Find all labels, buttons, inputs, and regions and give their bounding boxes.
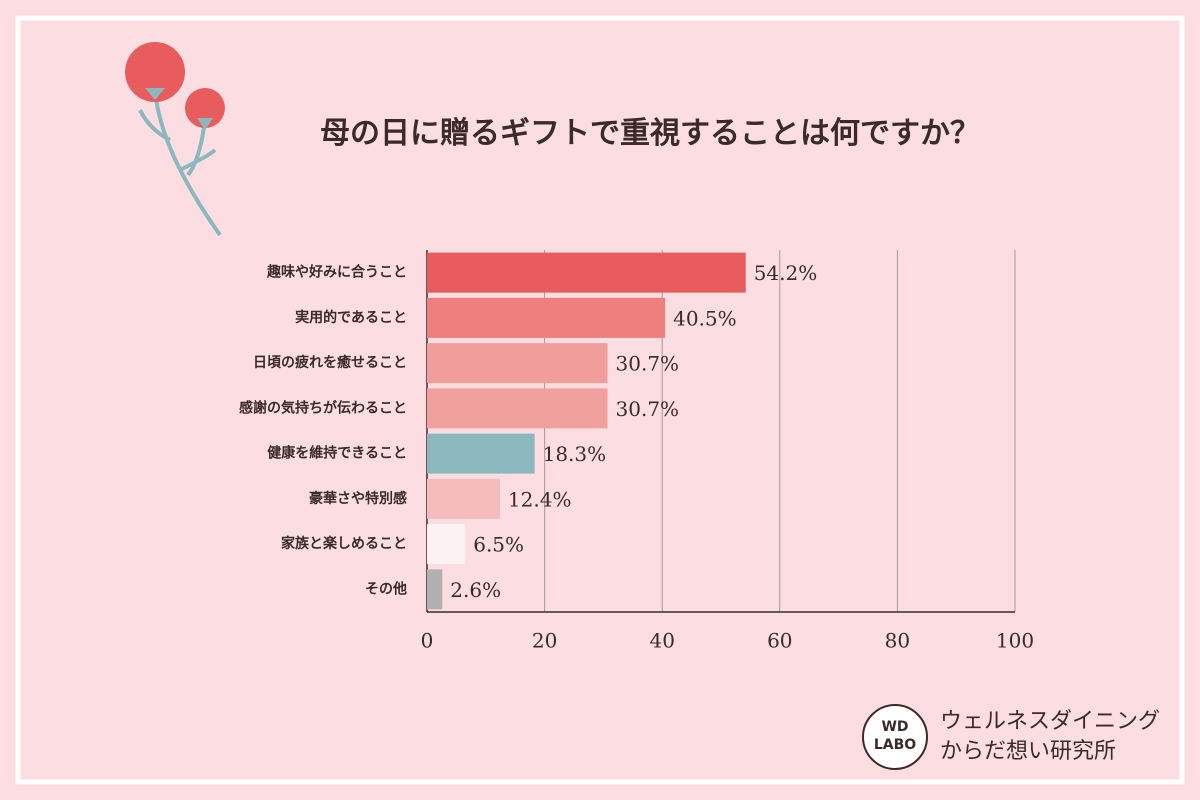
value-label: 40.5% — [673, 306, 737, 330]
logo-circle — [862, 704, 928, 770]
value-label: 54.2% — [754, 261, 818, 285]
bar — [427, 343, 608, 384]
value-label: 30.7% — [616, 352, 680, 376]
value-label: 12.4% — [508, 487, 572, 511]
y-tick-label: 趣味や好みに合うこと — [266, 264, 407, 281]
logo-text: LABO — [874, 737, 916, 753]
bar — [427, 388, 608, 429]
brand-name: ウェルネスダイニング — [940, 709, 1160, 734]
value-label: 30.7% — [616, 397, 680, 421]
flower-illustration — [125, 42, 225, 237]
bar — [427, 524, 466, 565]
frame — [15, 15, 1185, 785]
x-tick-label: 40 — [649, 629, 674, 653]
brand-name: からだ想い研究所 — [940, 739, 1116, 764]
x-tick-label: 60 — [767, 629, 792, 653]
y-tick-label: 健康を維持できること — [267, 445, 407, 462]
bar — [427, 478, 500, 519]
value-label: 6.5% — [473, 533, 524, 557]
chart-title: 母の日に贈るギフトで重視することは何ですか？ — [320, 116, 980, 151]
x-tick-label: 0 — [421, 629, 434, 653]
x-tick-label: 80 — [885, 629, 910, 653]
y-tick-label: 家族と楽しめること — [281, 535, 407, 552]
y-tick-label: 豪華さや特別感 — [309, 490, 407, 507]
value-label: 18.3% — [543, 442, 607, 466]
value-label: 2.6% — [450, 578, 501, 602]
y-tick-label: その他 — [365, 580, 407, 597]
bar — [427, 569, 443, 610]
x-tick-label: 100 — [996, 629, 1034, 653]
y-tick-label: 感謝の気持ちが伝わること — [239, 399, 407, 416]
bar — [427, 252, 746, 293]
y-tick-label: 実用的であること — [295, 309, 407, 326]
brand: WD LABO ウェルネスダイニング からだ想い研究所 — [862, 704, 1160, 770]
logo-text: WD — [881, 719, 908, 735]
y-tick-label: 日頃の疲れを癒せること — [253, 354, 407, 371]
bar — [427, 433, 535, 474]
bar — [427, 297, 666, 338]
x-tick-label: 20 — [532, 629, 557, 653]
